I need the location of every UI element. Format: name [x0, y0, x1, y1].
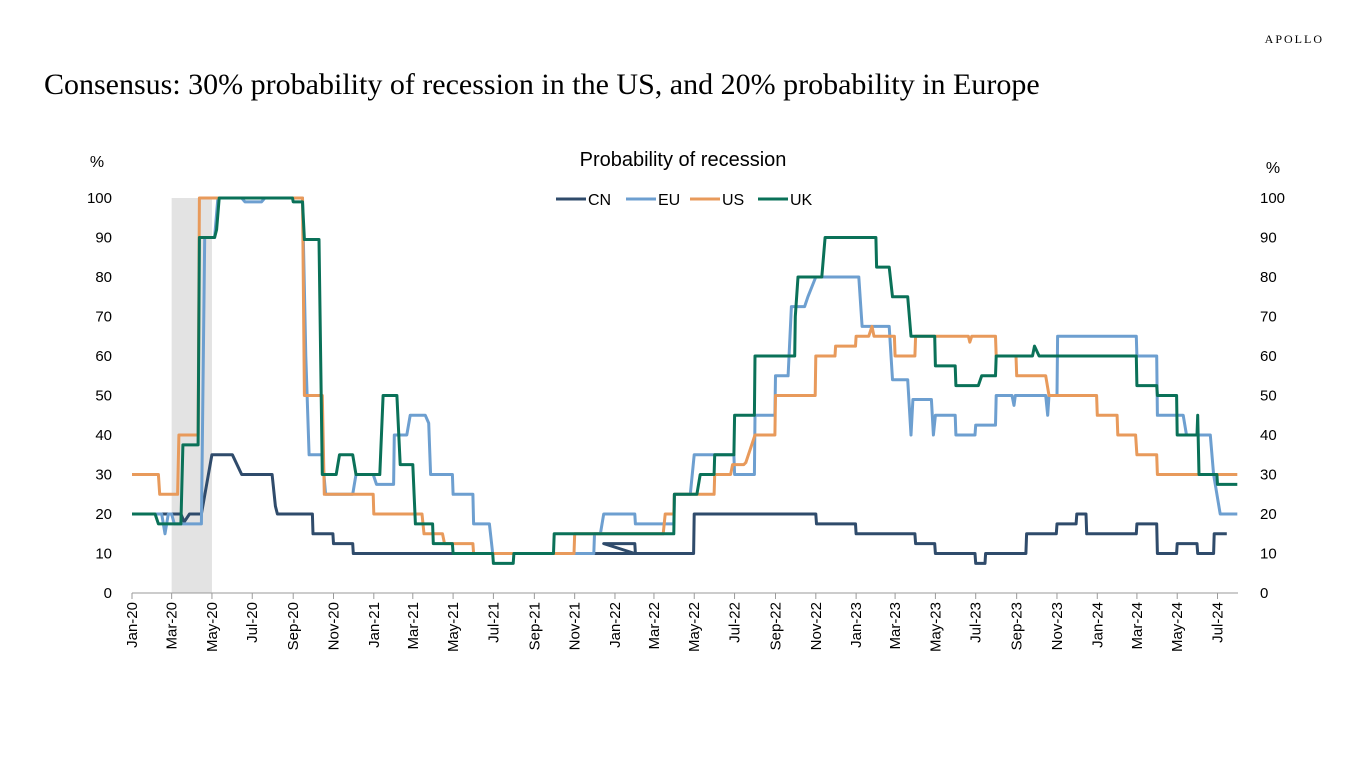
series-line-us — [132, 196, 1238, 555]
x-tick-label: Jul-21 — [485, 602, 502, 643]
x-tick-label: May-21 — [445, 602, 462, 652]
x-tick-label: Jul-22 — [727, 602, 744, 643]
x-tick-label: Jul-20 — [244, 602, 261, 643]
y-tick-left: 20 — [95, 506, 112, 523]
y-tick-left: 10 — [95, 546, 112, 563]
y-tick-right: 50 — [1260, 388, 1277, 405]
legend-label-us: US — [722, 192, 744, 209]
y-tick-right: 10 — [1260, 546, 1277, 563]
y-tick-right: 80 — [1260, 269, 1277, 286]
y-tick-right: 90 — [1260, 230, 1277, 247]
x-tick-label: May-20 — [204, 602, 221, 652]
x-tick-label: Sep-20 — [285, 602, 302, 650]
page-title: Consensus: 30% probability of recession … — [44, 68, 1040, 101]
chart-title: Probability of recession — [580, 149, 787, 171]
x-tick-label: May-23 — [927, 602, 944, 652]
x-tick-label: Sep-23 — [1009, 602, 1026, 650]
y-tick-right: 60 — [1260, 348, 1277, 365]
y-tick-left: 90 — [95, 230, 112, 247]
y-tick-right: 100 — [1260, 190, 1285, 207]
chart-legend: CN EU US UK — [556, 192, 813, 209]
x-tick-label: Jan-22 — [607, 602, 624, 648]
x-tick-label: Nov-23 — [1049, 602, 1066, 650]
series-line-uk — [132, 196, 1238, 565]
series-lines — [132, 196, 1238, 565]
legend-label-uk: UK — [790, 192, 813, 209]
x-tick-label: Nov-20 — [326, 602, 343, 650]
x-tick-label: Mar-22 — [646, 602, 663, 650]
x-tick-label: Jan-21 — [366, 602, 383, 648]
y-tick-left: 80 — [95, 269, 112, 286]
x-tick-label: Jan-24 — [1089, 602, 1106, 648]
legend-label-cn: CN — [588, 192, 611, 209]
y-tick-left: 100 — [87, 190, 112, 207]
x-tick-label: May-22 — [686, 602, 703, 652]
legend-label-eu: EU — [658, 192, 680, 209]
x-tick-label: Jul-24 — [1210, 602, 1227, 643]
x-tick-label: Mar-20 — [164, 602, 181, 650]
x-tick-label: Nov-21 — [567, 602, 584, 650]
x-tick-label: Jul-23 — [968, 602, 985, 643]
y-tick-left: 70 — [95, 309, 112, 326]
x-tick-label: May-24 — [1169, 602, 1186, 652]
y-tick-right: 0 — [1260, 585, 1268, 602]
y-tick-left: 0 — [104, 585, 112, 602]
y-tick-right: 40 — [1260, 427, 1277, 444]
y-tick-right: 30 — [1260, 467, 1277, 484]
y-tick-left: 40 — [95, 427, 112, 444]
y-tick-left: 30 — [95, 467, 112, 484]
series-line-eu — [132, 196, 1238, 555]
brand-logo: APOLLO — [1264, 32, 1324, 46]
x-tick-label: Nov-22 — [808, 602, 825, 650]
y-tick-left: 50 — [95, 388, 112, 405]
x-tick-label: Jan-20 — [124, 602, 141, 648]
x-tick-label: Jan-23 — [848, 602, 865, 648]
y-tick-right: 20 — [1260, 506, 1277, 523]
x-tick-label: Sep-22 — [768, 602, 785, 650]
x-tick-label: Mar-24 — [1129, 602, 1146, 650]
y-tick-left: 60 — [95, 348, 112, 365]
y-tick-right: 70 — [1260, 309, 1277, 326]
x-tick-label: Sep-21 — [526, 602, 543, 650]
x-tick-label: Mar-23 — [887, 602, 904, 650]
y-unit-right: % — [1266, 160, 1280, 177]
y-unit-left: % — [90, 154, 104, 171]
x-tick-label: Mar-21 — [405, 602, 422, 650]
chart-axes: 0 0 10 10 20 20 30 30 40 40 50 50 60 60 70 70 80 80 90 90 10… — [87, 190, 1285, 652]
series-line-cn — [132, 453, 1227, 565]
